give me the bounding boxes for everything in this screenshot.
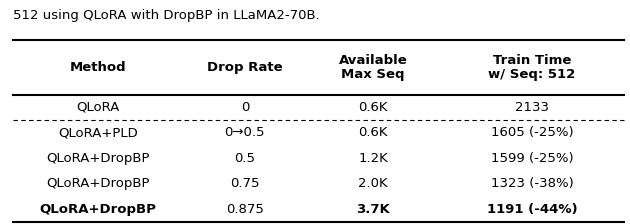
Text: 1605 (-25%): 1605 (-25%): [491, 126, 573, 139]
Text: Train Time
w/ Seq: 512: Train Time w/ Seq: 512: [488, 54, 576, 81]
Text: 1599 (-25%): 1599 (-25%): [491, 152, 573, 165]
Text: QLoRA+DropBP: QLoRA+DropBP: [47, 152, 150, 165]
Text: 1.2K: 1.2K: [358, 152, 388, 165]
Text: 2.0K: 2.0K: [358, 177, 388, 190]
Text: 0.75: 0.75: [230, 177, 260, 190]
Text: Drop Rate: Drop Rate: [207, 61, 283, 74]
Text: QLoRA+DropBP: QLoRA+DropBP: [40, 202, 157, 215]
Text: 0.5: 0.5: [234, 152, 255, 165]
Text: 0.6K: 0.6K: [358, 101, 388, 114]
Text: 0.6K: 0.6K: [358, 126, 388, 139]
Text: 0.875: 0.875: [226, 202, 264, 215]
Text: 1191 (-44%): 1191 (-44%): [487, 202, 577, 215]
Text: QLoRA+PLD: QLoRA+PLD: [59, 126, 138, 139]
Text: 0: 0: [241, 101, 249, 114]
Text: 0→0.5: 0→0.5: [224, 126, 265, 139]
Text: QLoRA: QLoRA: [76, 101, 120, 114]
Text: 1323 (-38%): 1323 (-38%): [491, 177, 573, 190]
Text: 2133: 2133: [515, 101, 549, 114]
Text: 512 using QLoRA with DropBP in LLaMA2-70B.: 512 using QLoRA with DropBP in LLaMA2-70…: [13, 9, 319, 22]
Text: Available
Max Seq: Available Max Seq: [339, 54, 408, 81]
Text: QLoRA+DropBP: QLoRA+DropBP: [47, 177, 150, 190]
Text: Method: Method: [70, 61, 127, 74]
Text: 3.7K: 3.7K: [357, 202, 390, 215]
